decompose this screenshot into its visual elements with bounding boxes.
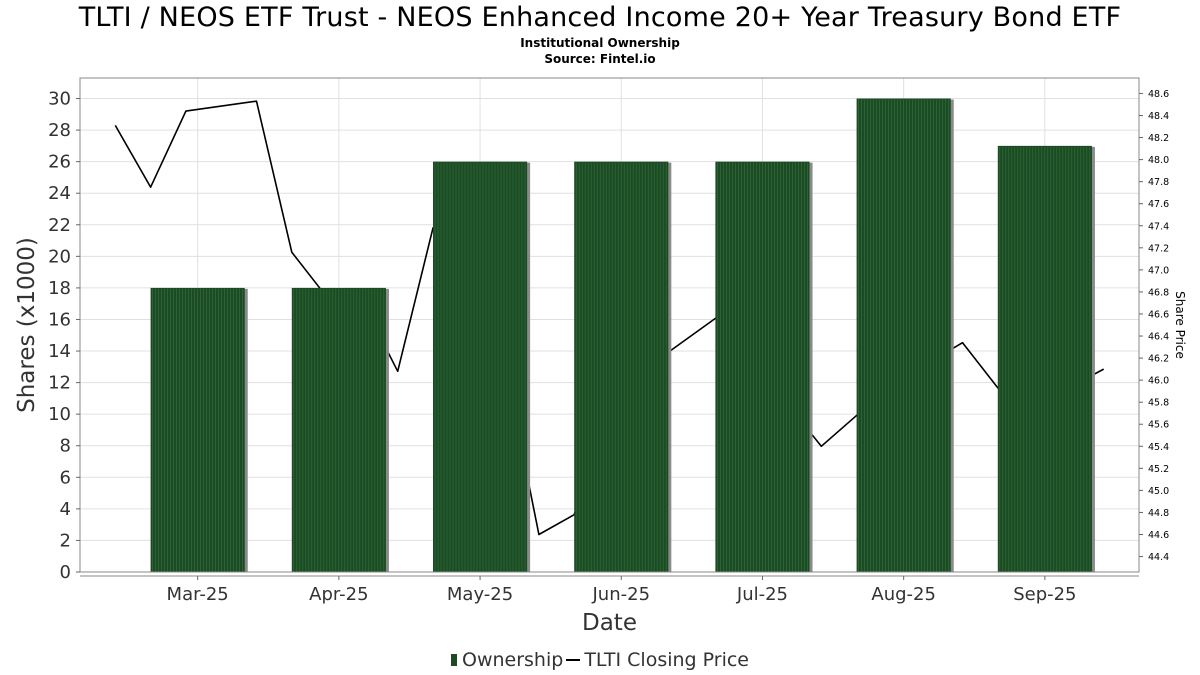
chart-source: Source: Fintel.io bbox=[544, 52, 656, 66]
y-tick-label: 4 bbox=[60, 499, 71, 520]
x-axis-label: Date bbox=[582, 610, 637, 636]
y-axis-label: Shares (x1000) bbox=[14, 237, 40, 413]
y2-tick-label: 45.0 bbox=[1148, 486, 1169, 497]
x-tick-label: Aug-25 bbox=[871, 584, 936, 605]
y-tick-label: 26 bbox=[48, 152, 71, 173]
y2-tick-label: 48.2 bbox=[1148, 133, 1169, 144]
x-tick-label: Jul-25 bbox=[736, 584, 788, 605]
y-tick-label: 22 bbox=[48, 215, 71, 236]
y-tick-label: 12 bbox=[48, 373, 71, 394]
y-tick-label: 0 bbox=[60, 562, 71, 583]
chart-title: TLTI / NEOS ETF Trust - NEOS Enhanced In… bbox=[78, 2, 1122, 33]
ownership-bar bbox=[715, 161, 813, 572]
y2-tick-label: 46.0 bbox=[1148, 376, 1169, 387]
y2-tick-label: 45.6 bbox=[1148, 420, 1169, 431]
y2-tick-label: 46.4 bbox=[1148, 332, 1169, 343]
x-tick-label: May-25 bbox=[447, 584, 513, 605]
y2-tick-label: 44.6 bbox=[1148, 530, 1169, 541]
y-tick-label: 18 bbox=[48, 278, 71, 299]
ownership-bars bbox=[150, 98, 1095, 572]
ownership-bar bbox=[150, 287, 248, 572]
legend-price-label: TLTI Closing Price bbox=[584, 648, 749, 671]
y-tick-label: 14 bbox=[48, 341, 71, 362]
x-tick-label: Jun-25 bbox=[592, 584, 651, 605]
x-tick-label: Apr-25 bbox=[309, 584, 368, 605]
y2-tick-label: 48.4 bbox=[1148, 111, 1169, 122]
ownership-bar bbox=[433, 161, 531, 572]
y-tick-label: 2 bbox=[60, 530, 71, 551]
y2-tick-label: 45.8 bbox=[1148, 398, 1169, 409]
y-tick-label: 28 bbox=[48, 120, 71, 141]
x-tick-label: Sep-25 bbox=[1013, 584, 1076, 605]
x-tick-label: Mar-25 bbox=[167, 584, 229, 605]
y2-tick-label: 48.0 bbox=[1148, 155, 1169, 166]
y2-tick-label: 48.6 bbox=[1148, 89, 1169, 100]
y2-tick-label: 46.8 bbox=[1148, 287, 1169, 298]
y-tick-label: 10 bbox=[48, 404, 71, 425]
y2-tick-label: 44.4 bbox=[1148, 552, 1169, 563]
y-tick-label: 6 bbox=[60, 467, 71, 488]
y2-axis-label: Share Price bbox=[1173, 291, 1187, 359]
y-tick-label: 20 bbox=[48, 246, 71, 267]
legend-ownership-swatch bbox=[451, 653, 457, 666]
ownership-bar bbox=[291, 287, 389, 572]
ownership-bar bbox=[574, 161, 672, 572]
ownership-bar bbox=[997, 145, 1095, 572]
ownership-bar bbox=[856, 98, 954, 572]
chart-subtitle: Institutional Ownership bbox=[520, 36, 680, 50]
y-tick-label: 24 bbox=[48, 183, 71, 204]
y2-tick-label: 45.2 bbox=[1148, 464, 1169, 475]
y2-tick-label: 46.2 bbox=[1148, 354, 1169, 365]
y2-tick-label: 44.8 bbox=[1148, 508, 1169, 519]
plot-frame bbox=[79, 77, 1140, 573]
legend: Ownership TLTI Closing Price bbox=[0, 648, 1200, 671]
y-tick-label: 16 bbox=[48, 309, 71, 330]
y2-tick-label: 47.4 bbox=[1148, 221, 1169, 232]
legend-price-line bbox=[566, 658, 581, 661]
legend-ownership-label: Ownership bbox=[462, 648, 564, 671]
y2-tick-label: 45.4 bbox=[1148, 442, 1169, 453]
y-tick-label: 8 bbox=[60, 436, 71, 457]
y2-tick-label: 47.0 bbox=[1148, 265, 1169, 276]
y2-tick-label: 46.6 bbox=[1148, 309, 1169, 320]
y2-tick-label: 47.8 bbox=[1148, 177, 1169, 188]
axes: 02468101214161820222426283044.444.644.84… bbox=[48, 89, 1169, 605]
y-tick-label: 30 bbox=[48, 89, 71, 110]
y2-tick-label: 47.6 bbox=[1148, 199, 1169, 210]
y2-tick-label: 47.2 bbox=[1148, 243, 1169, 254]
